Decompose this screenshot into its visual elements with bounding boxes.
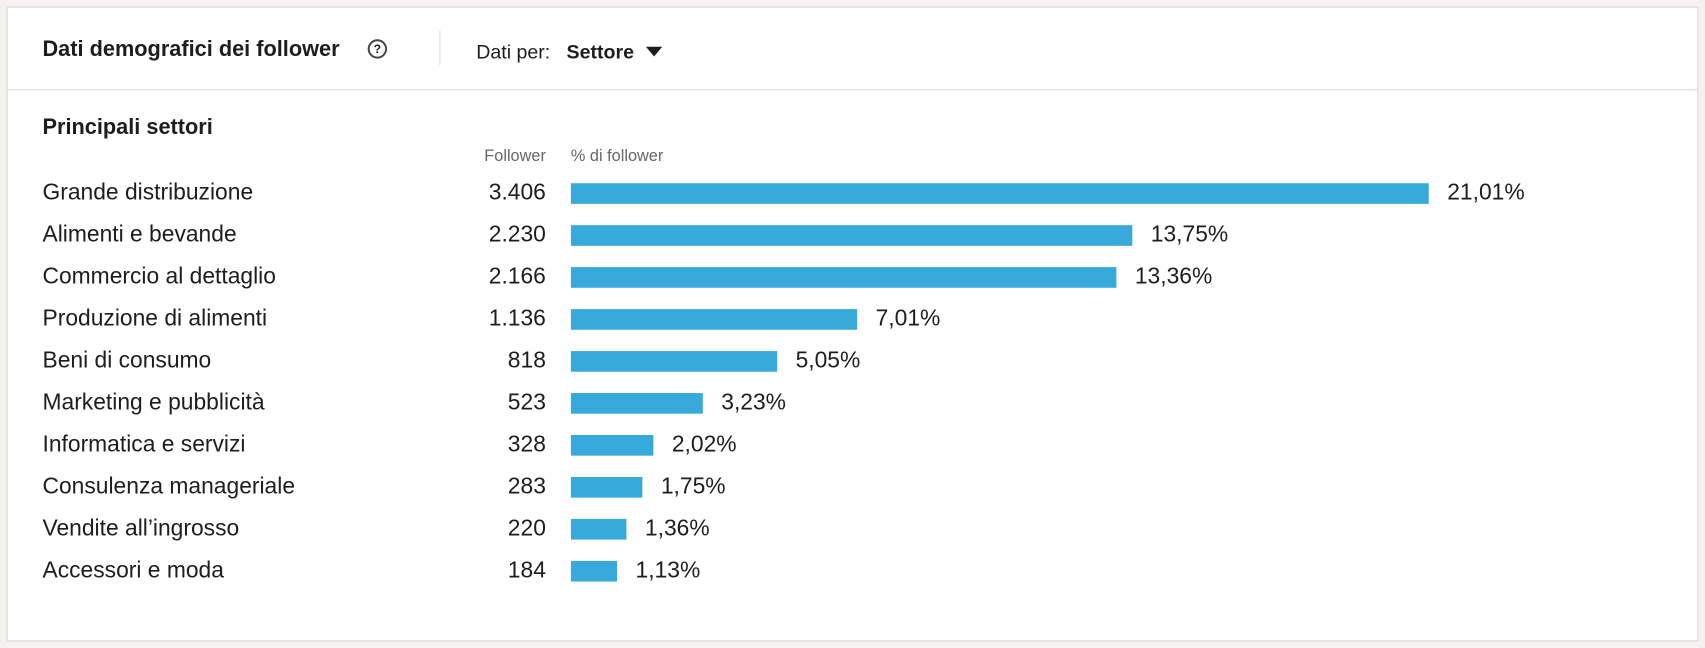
- bar: [570, 435, 654, 456]
- dropdown-arrow[interactable]: [645, 46, 663, 57]
- category-label: Informatica e servizi: [43, 430, 246, 456]
- bar: [570, 351, 778, 372]
- value-label: 7,01%: [876, 304, 941, 330]
- category-label: Beni di consumo: [43, 346, 212, 372]
- category-label: Consulenza manageriale: [43, 472, 296, 498]
- follower-count: 1.136: [489, 304, 546, 330]
- category-label: Grande distribuzione: [43, 179, 254, 205]
- bar: [570, 476, 643, 498]
- follower-count: 818: [508, 346, 546, 372]
- filter-value[interactable]: Settore: [567, 41, 635, 63]
- value-label: 1,36%: [645, 514, 710, 540]
- bar: [570, 183, 1429, 204]
- count-header: Follower: [484, 147, 546, 165]
- category-label: Commercio al dettaglio: [43, 262, 276, 288]
- follower-count: 220: [508, 514, 546, 540]
- value-label: 3,23%: [721, 388, 786, 414]
- follower-count: 3.406: [489, 179, 546, 205]
- value-label: 2,02%: [672, 430, 737, 456]
- value-label: 21,01%: [1447, 179, 1524, 205]
- category-label: Marketing e pubblicità: [43, 388, 265, 414]
- filter-label: Dati per:: [476, 41, 550, 63]
- category-label: Produzione di alimenti: [43, 304, 268, 330]
- help-icon[interactable]: ?: [367, 39, 388, 59]
- follower-count: 184: [508, 556, 546, 582]
- value-label: 1,75%: [661, 472, 726, 498]
- bar: [570, 309, 858, 330]
- category-label: Accessori e moda: [43, 556, 225, 582]
- bar: [570, 393, 703, 414]
- section-title: Principali settori: [43, 114, 213, 139]
- filter-dropdown[interactable]: Settore: [567, 41, 663, 63]
- follower-count: 328: [508, 430, 546, 456]
- bar: [570, 560, 618, 582]
- follower-count: 283: [508, 472, 546, 498]
- bar: [570, 267, 1117, 288]
- value-label: 13,36%: [1135, 262, 1212, 288]
- svg-text:?: ?: [374, 42, 381, 56]
- follower-count: 2.230: [489, 221, 546, 247]
- follower-count: 523: [508, 388, 546, 414]
- category-label: Alimenti e bevande: [43, 221, 237, 247]
- value-label: 5,05%: [796, 346, 861, 372]
- follower-count: 2.166: [489, 262, 546, 288]
- category-label: Vendite all’ingrosso: [43, 514, 240, 540]
- value-label: 1,13%: [636, 556, 701, 582]
- bar: [570, 225, 1133, 246]
- value-header: % di follower: [571, 147, 664, 165]
- value-label: 13,75%: [1151, 221, 1228, 247]
- bar: [570, 518, 627, 540]
- header-title: Dati demografici dei follower: [43, 36, 341, 61]
